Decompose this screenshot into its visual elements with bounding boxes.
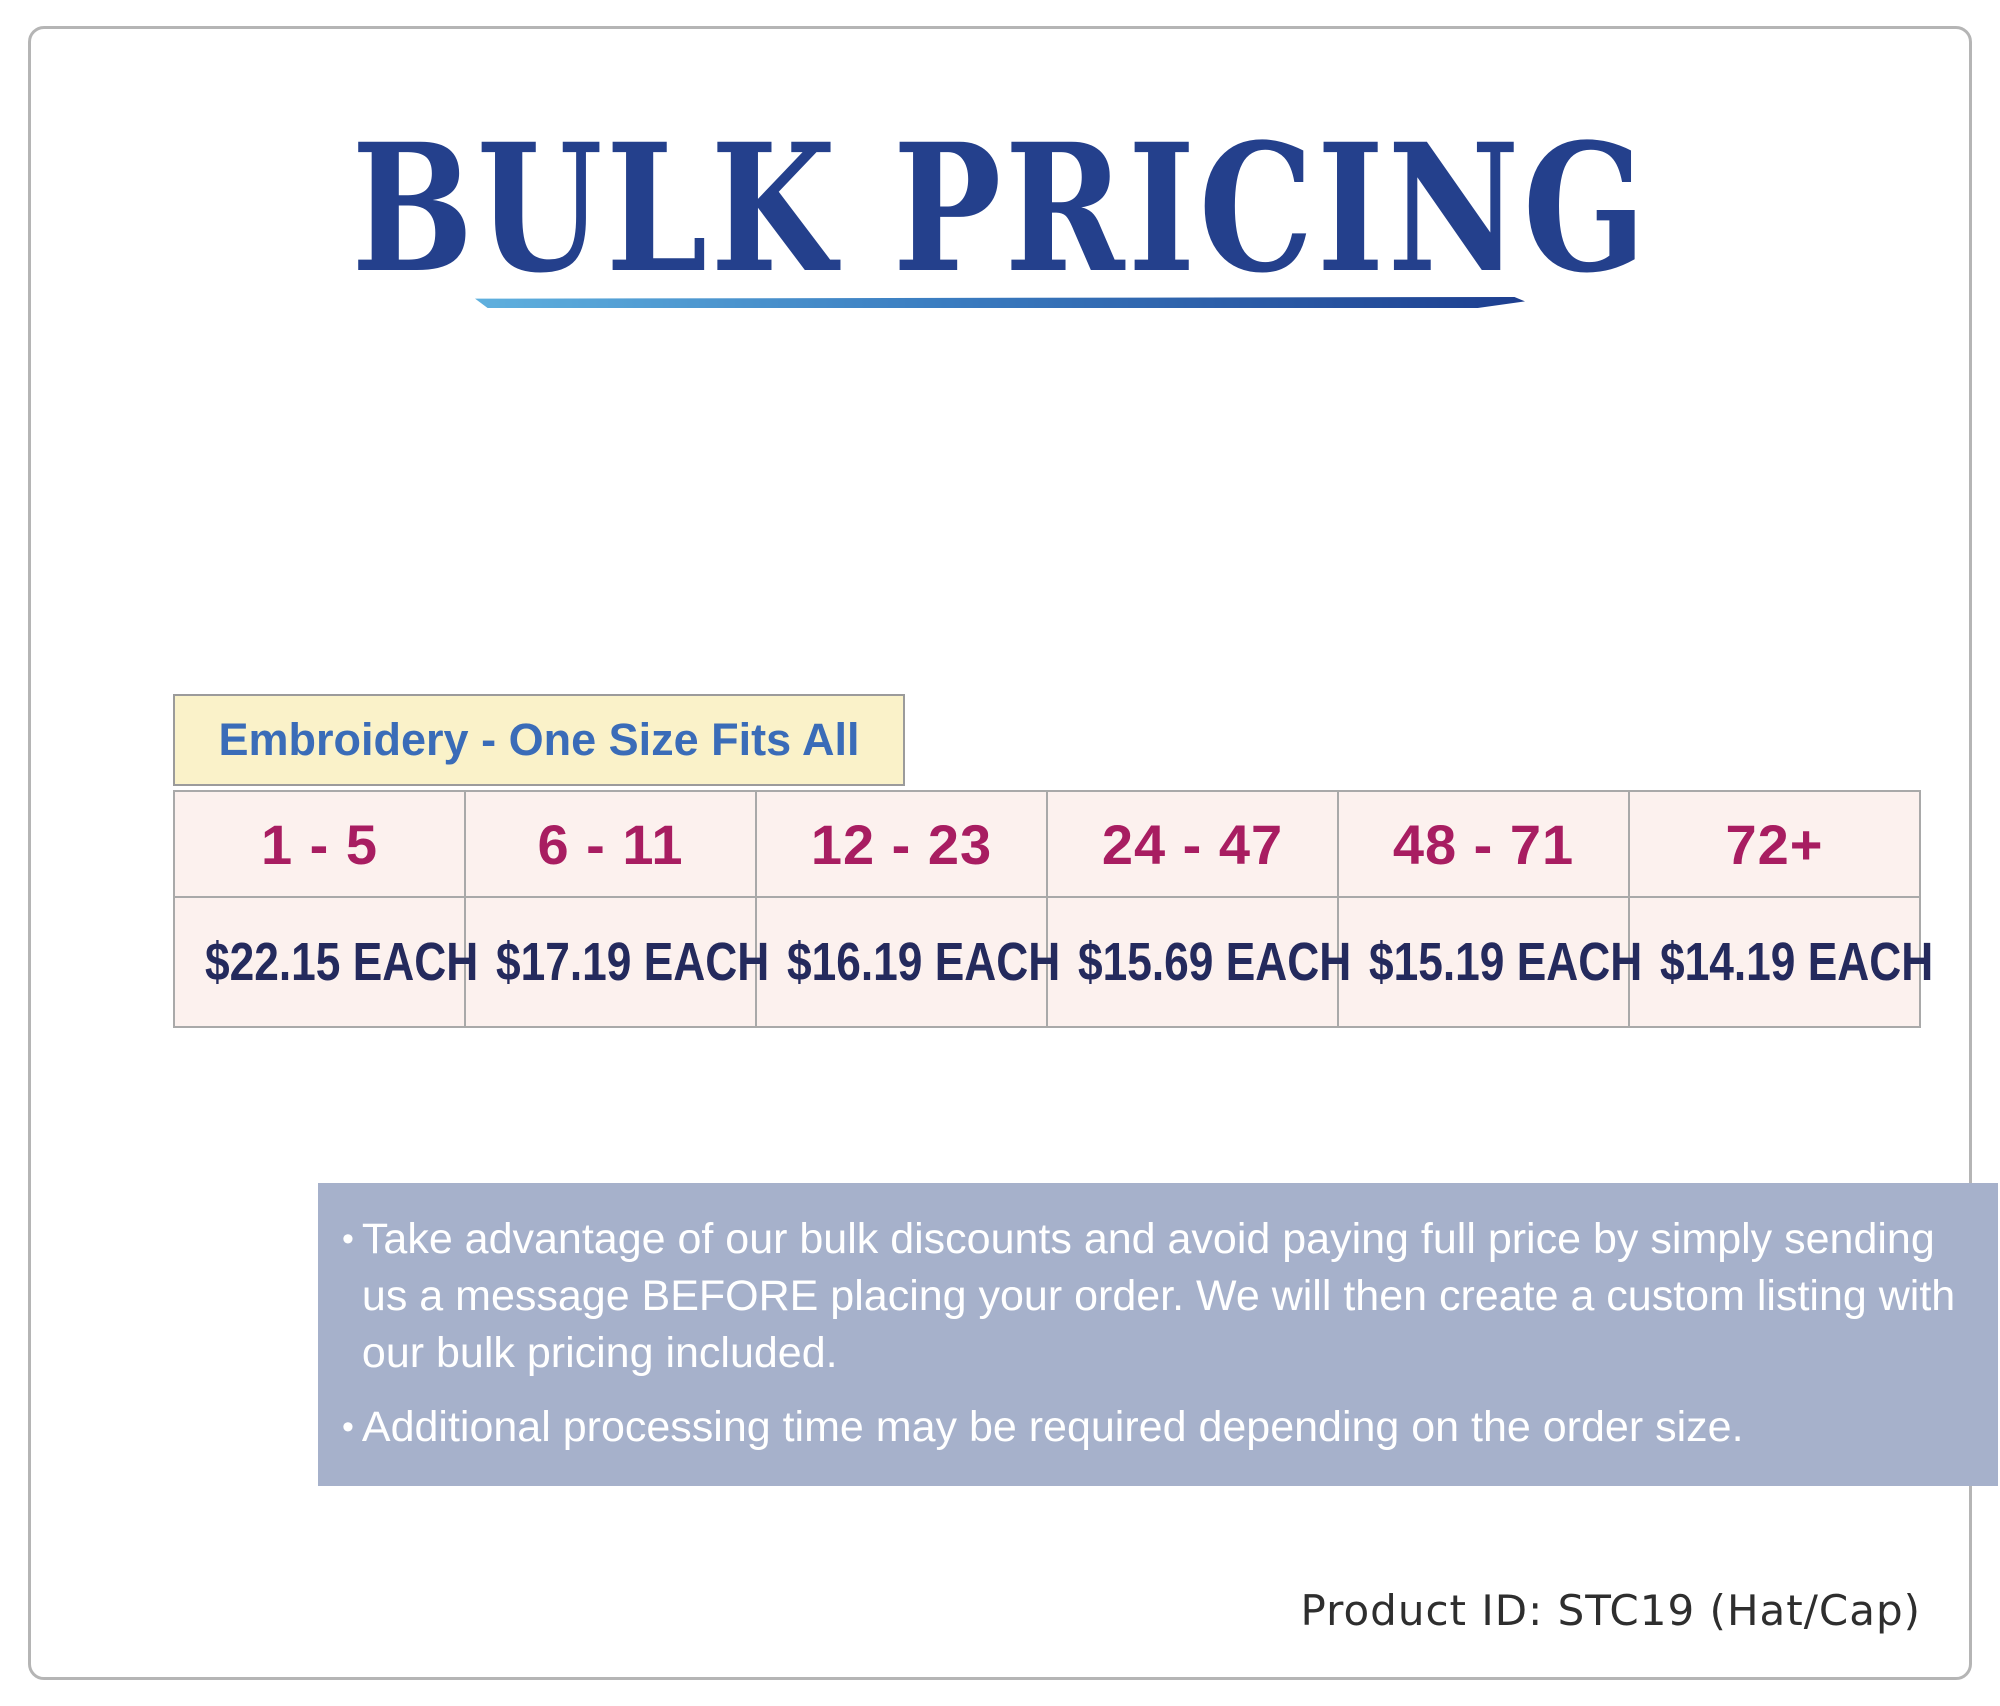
price-label: $15.69 EACH [1077,932,1352,992]
quantity-label: 24 - 47 [1101,812,1284,876]
page-title-text: BULK PRICING [351,105,1649,312]
note-item: • Take advantage of our bulk discounts a… [342,1211,1964,1383]
note-item: • Additional processing time may be requ… [342,1399,1964,1456]
quantity-cell: 1 - 5 [173,790,466,898]
price-label: $14.19 EACH [1659,932,1934,992]
quantity-label: 1 - 5 [260,812,379,876]
category-header-label: Embroidery - One Size Fits All [218,714,860,765]
bullet-icon: • [342,1220,354,1258]
note-text: Additional processing time may be requir… [361,1402,1744,1451]
price-cell: $15.19 EACH [1337,896,1642,1028]
quantity-row: 1 - 5 6 - 11 12 - 23 24 - 47 48 - 71 72+ [173,790,1921,898]
quantity-label: 48 - 71 [1392,812,1575,876]
quantity-cell: 72+ [1628,790,1921,898]
quantity-cell: 24 - 47 [1046,790,1339,898]
border-frame: BULK PRICING Embroidery - One Size Fits … [28,26,1998,1680]
quantity-label: 6 - 11 [537,812,684,876]
price-cell: $16.19 EACH [755,896,1060,1028]
quantity-label: 72+ [1725,812,1824,876]
product-id-label: Product ID: STC19 (Hat/Cap) [1300,1586,1921,1635]
price-label: $15.19 EACH [1368,932,1643,992]
price-cell: $14.19 EACH [1628,896,1933,1028]
quantity-cell: 12 - 23 [755,790,1048,898]
notes-box: • Take advantage of our bulk discounts a… [318,1183,1998,1486]
quantity-label: 12 - 23 [810,812,993,876]
quantity-cell: 48 - 71 [1337,790,1630,898]
price-label: $22.15 EACH [204,932,479,992]
price-label: $16.19 EACH [786,932,1061,992]
title-underline [475,297,1525,308]
quantity-cell: 6 - 11 [464,790,757,898]
note-text: Take advantage of our bulk discounts and… [361,1215,1956,1378]
price-row: $22.15 EACH $17.19 EACH $16.19 EACH $15.… [173,896,1933,1028]
pricing-table: 1 - 5 6 - 11 12 - 23 24 - 47 48 - 71 72+… [173,790,1933,1028]
category-header: Embroidery - One Size Fits All [173,694,905,786]
price-cell: $17.19 EACH [464,896,769,1028]
price-label: $17.19 EACH [495,932,770,992]
page-title: BULK PRICING [31,117,1969,351]
bullet-icon: • [342,1407,354,1446]
price-cell: $22.15 EACH [173,896,478,1028]
price-cell: $15.69 EACH [1046,896,1351,1028]
